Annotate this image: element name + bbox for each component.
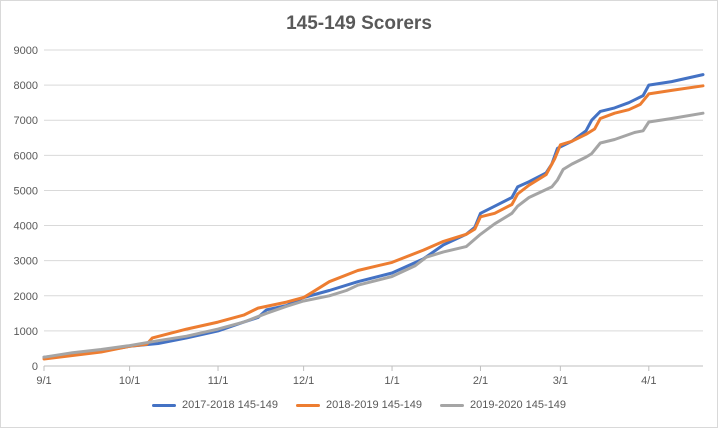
x-tick-label: 12/1 <box>293 375 314 387</box>
legend-label-2019-2020: 2019-2020 145-149 <box>470 399 567 411</box>
y-tick-label: 9000 <box>14 45 38 57</box>
legend-item-2019-2020: 2019-2020 145-149 <box>440 399 566 411</box>
y-tick-label: 7000 <box>14 115 38 127</box>
x-axis-ticks: 9/1 10/1 11/1 12/1 1/1 2/1 3/1 4/1 <box>36 366 656 387</box>
x-tick-label: 2/1 <box>473 375 488 387</box>
x-tick-label: 4/1 <box>641 375 656 387</box>
y-axis-ticks: 0 1000 2000 3000 4000 5000 6000 7000 8000 9000 <box>14 45 38 373</box>
x-tick-label: 3/1 <box>553 375 568 387</box>
series-line-1 <box>42 84 705 361</box>
y-tick-label: 3000 <box>14 256 38 268</box>
series-lines <box>42 73 705 361</box>
x-tick-label: 9/1 <box>36 375 51 387</box>
chart-title: 145-149 Scorers <box>286 13 432 34</box>
y-tick-label: 2000 <box>14 291 38 303</box>
gridlines <box>44 49 703 367</box>
legend-swatch-2017-2018 <box>151 403 176 407</box>
x-tick-label: 10/1 <box>119 375 140 387</box>
y-tick-label: 6000 <box>14 150 38 162</box>
legend-label-2018-2019: 2018-2019 145-149 <box>325 399 423 411</box>
legend-label-2017-2018: 2017-2018 145-149 <box>181 399 278 411</box>
y-tick-label: 8000 <box>14 80 38 92</box>
legend-item-2017-2018: 2017-2018 145-149 <box>151 399 278 411</box>
legend: 2017-2018 145-149 2018-2019 145-149 2019… <box>0 399 718 411</box>
y-tick-label: 0 <box>32 361 38 373</box>
legend-swatch-2018-2019 <box>295 403 320 407</box>
y-tick-label: 4000 <box>14 221 38 233</box>
legend-item-2018-2019: 2018-2019 145-149 <box>295 399 423 411</box>
x-tick-label: 1/1 <box>384 375 399 387</box>
series-line-2 <box>42 111 705 359</box>
x-tick-label: 11/1 <box>208 375 229 387</box>
y-tick-label: 1000 <box>14 326 38 338</box>
legend-swatch-2019-2020 <box>440 403 465 407</box>
y-tick-label: 5000 <box>14 185 38 197</box>
